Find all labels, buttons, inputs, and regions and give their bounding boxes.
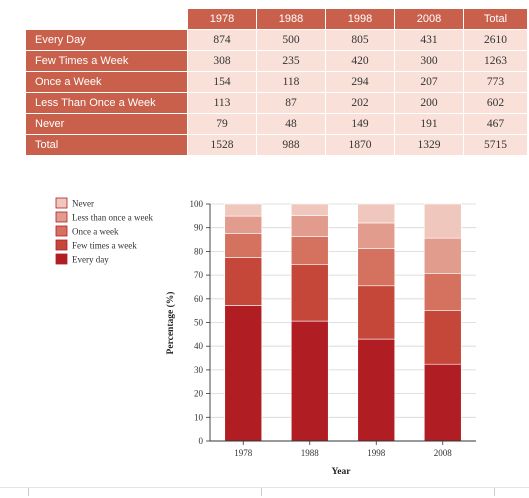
bar-segment-few-times-a-week [290,264,329,322]
table-cell: 805 [325,29,395,51]
bar-segment-never [224,203,263,217]
table-cell: 154 [187,71,257,93]
table-cell: 200 [394,92,464,114]
table-cell: 308 [187,50,257,72]
legend-swatch [55,197,68,209]
legend-swatch [55,211,68,223]
y-tick-label: 90 [194,223,204,233]
y-tick-label: 100 [190,199,204,209]
bar-segment-less-than-once-a-week [224,215,263,234]
chart-axes: 0 10 20 30 40 50 60 70 80 90 100 1978 1988 1998 2008 [190,199,476,458]
table-cell: 207 [394,71,464,93]
table-cell: 202 [325,92,395,114]
footer-tick [28,488,29,496]
bar-segment-once-a-week [357,248,396,287]
header-1998: 1998 [325,8,395,30]
bar-segment-every-day [357,338,396,442]
table-row: Never 79 48 149 191 467 [25,113,528,135]
legend-label: Never [72,199,94,209]
table-cell: 602 [463,92,528,114]
legend-swatch [55,253,68,265]
bar-segment-few-times-a-week [224,257,263,306]
bar-segment-every-day [224,305,263,442]
legend-label: Few times a week [72,241,137,251]
bar-segment-less-than-once-a-week [423,237,462,274]
footer-tick [494,488,495,496]
chart-bars [224,203,462,442]
bar-segment-every-day [290,320,329,442]
bar-segment-less-than-once-a-week [357,222,396,249]
table-cell: 1329 [394,134,464,156]
bar-segment-never [357,203,396,224]
x-tick-label: 2008 [434,448,453,458]
table-cell: 300 [394,50,464,72]
header-total: Total [463,8,528,30]
table-cell: 420 [325,50,395,72]
bar-segment-less-than-once-a-week [290,215,329,237]
legend-swatch [55,225,68,237]
footer-tick [261,488,262,496]
table-corner [25,8,188,30]
x-axis-label: Year [332,467,352,477]
table-cell: 988 [256,134,326,156]
table-row: Few Times a Week 308 235 420 300 1263 [25,50,528,72]
header-1978: 1978 [187,8,257,30]
table-cell: 118 [256,71,326,93]
table-cell: 1528 [187,134,257,156]
table-row: Less Than Once a Week 113 87 202 200 602 [25,92,528,114]
y-tick-label: 20 [194,389,204,399]
bar-segment-never [290,203,329,216]
table-cell: 500 [256,29,326,51]
y-tick-label: 10 [194,412,204,422]
table-cell: 773 [463,71,528,93]
table-cell: 1870 [325,134,395,156]
row-label: Never [25,113,188,135]
legend-label: Every day [72,255,109,265]
y-tick-label: 50 [194,318,204,328]
frequency-table: 1978 1988 1998 2008 Total Every Day 874 … [25,8,528,156]
table-header-row: 1978 1988 1998 2008 Total [25,8,528,30]
y-tick-label: 0 [199,436,204,446]
chart-legend: Never Less than once a week Once a week Few… [55,197,153,265]
y-tick-label: 40 [194,341,204,351]
x-tick-label: 1998 [367,448,386,458]
row-label: Less Than Once a Week [25,92,188,114]
legend-label: Less than once a week [72,213,153,223]
y-axis-label: Percentage (%) [165,292,176,355]
page-divider [0,487,529,488]
bar-segment-once-a-week [423,273,462,311]
table-total-row: Total 1528 988 1870 1329 5715 [25,134,528,156]
table-cell: 48 [256,113,326,135]
bar-segment-few-times-a-week [423,310,462,365]
table-cell: 113 [187,92,257,114]
legend-label: Once a week [72,227,119,237]
x-tick-label: 1988 [301,448,320,458]
table-cell: 2610 [463,29,528,51]
y-tick-label: 60 [194,294,204,304]
table-row: Once a Week 154 118 294 207 773 [25,71,528,93]
bar-segment-never [423,203,462,239]
row-label: Once a Week [25,71,188,93]
bar-segment-few-times-a-week [357,285,396,340]
y-tick-label: 80 [194,246,204,256]
bar-segment-once-a-week [290,236,329,265]
bar-segment-every-day [423,363,462,442]
y-tick-label: 70 [194,270,204,280]
table-cell: 149 [325,113,395,135]
table-cell: 467 [463,113,528,135]
table-cell: 5715 [463,134,528,156]
bar-segment-once-a-week [224,233,263,258]
table-cell: 235 [256,50,326,72]
table-cell: 191 [394,113,464,135]
legend-swatch [55,239,68,251]
x-tick-label: 1978 [234,448,253,458]
y-tick-label: 30 [194,365,204,375]
